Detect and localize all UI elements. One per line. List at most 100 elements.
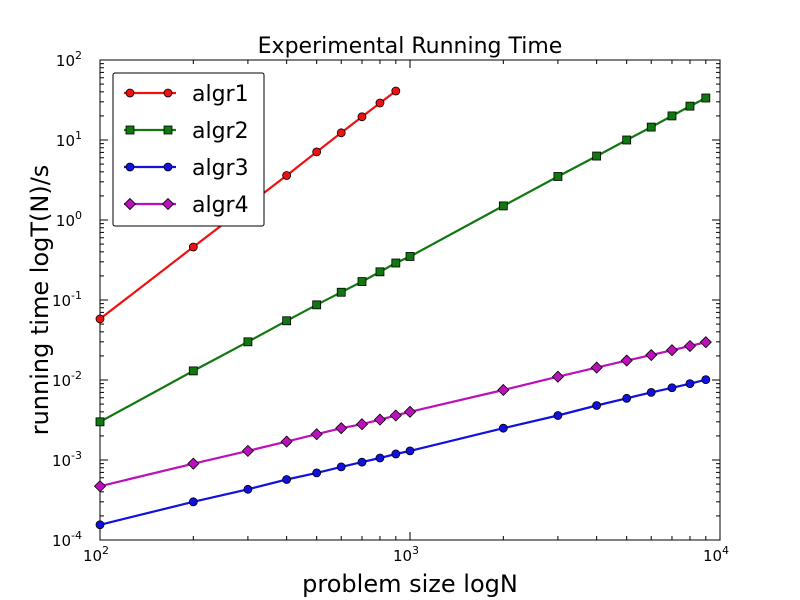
y-tick-label-exponent: 2 (75, 49, 82, 62)
x-axis-label: problem size logN (302, 570, 518, 598)
data-point (667, 383, 677, 393)
data-point (391, 449, 401, 459)
data-point (95, 417, 105, 427)
series-algr1 (95, 86, 401, 324)
data-point (389, 409, 402, 422)
legend-box (112, 72, 265, 227)
data-point (336, 287, 346, 297)
y-tick-label-exponent: -4 (71, 529, 82, 542)
data-point (667, 111, 677, 121)
data-point (553, 172, 563, 181)
series-layer (93, 86, 712, 530)
legend-label: algr3 (192, 156, 249, 181)
y-tick-label-base: 10 (56, 212, 75, 230)
data-point (622, 393, 632, 403)
y-axis-label: running time logT(N)/s (26, 165, 54, 436)
data-point (335, 422, 348, 435)
y-tick-label-base: 10 (52, 452, 71, 470)
x-tick-label-base: 10 (703, 547, 722, 565)
y-tick-label: 100 (56, 209, 82, 230)
data-point (391, 258, 401, 268)
legend-item: algr3 (124, 156, 249, 181)
data-point (665, 344, 679, 357)
legend-label: algr4 (192, 193, 249, 218)
y-tick-label-exponent: -1 (71, 289, 82, 302)
y-tick-label: 10-4 (52, 529, 82, 550)
data-point (375, 267, 385, 277)
data-point (622, 135, 632, 145)
y-tick-label-exponent: 0 (75, 209, 82, 222)
data-point (357, 457, 367, 467)
legend-label: algr2 (192, 119, 249, 144)
x-tick-label: 104 (703, 544, 729, 565)
x-tick-label-exponent: 4 (722, 544, 729, 557)
legend-marker (123, 197, 137, 211)
data-point (188, 242, 198, 252)
data-point (243, 484, 253, 494)
data-point (357, 277, 367, 286)
data-point (497, 383, 510, 397)
legend: algr1 algr2 algr3 algr4 (112, 72, 265, 227)
data-point (405, 446, 415, 456)
data-point (95, 520, 105, 530)
data-point (403, 405, 417, 418)
data-point (282, 171, 292, 180)
legend-marker (125, 125, 135, 135)
data-point (685, 379, 695, 389)
legend-item: algr4 (123, 193, 249, 218)
x-tick-label-base: 10 (393, 547, 412, 565)
y-tick-label-exponent: 1 (75, 129, 82, 142)
data-point (312, 468, 322, 478)
y-tick-label-base: 10 (52, 372, 71, 390)
data-point (375, 98, 385, 108)
x-tick-label: 103 (393, 544, 419, 565)
data-point (498, 201, 508, 211)
x-tick-label-exponent: 2 (102, 544, 109, 557)
y-tick-label: 10-2 (52, 369, 82, 390)
legend-marker (163, 125, 173, 135)
series-algr3 (95, 375, 711, 530)
legend-marker (163, 162, 173, 172)
legend-item: algr1 (124, 82, 249, 107)
data-point (280, 435, 293, 448)
data-point (336, 462, 346, 472)
y-tick-label-exponent: -2 (71, 369, 82, 382)
data-point (699, 336, 712, 349)
y-tick-label: 10-3 (52, 449, 82, 470)
data-point (310, 428, 323, 441)
data-point (187, 457, 200, 470)
data-point (336, 128, 346, 138)
data-point (551, 370, 564, 383)
data-point (243, 337, 253, 347)
data-point (391, 86, 401, 96)
data-point (357, 112, 367, 122)
x-tick-label: 102 (83, 544, 109, 565)
data-point (95, 314, 105, 324)
data-point (312, 147, 322, 157)
series-algr2 (95, 93, 711, 427)
y-tick-label-exponent: -3 (71, 449, 82, 462)
data-point (282, 475, 292, 484)
data-point (375, 453, 385, 463)
data-point (645, 348, 658, 362)
y-tick-label: 102 (56, 49, 82, 70)
legend-marker (163, 88, 173, 98)
data-point (620, 354, 633, 367)
y-tick-label-base: 10 (52, 292, 71, 310)
data-point (188, 366, 198, 376)
legend-item: algr2 (124, 119, 249, 144)
data-point (188, 497, 198, 507)
data-point (590, 361, 603, 374)
legend-marker (125, 88, 135, 98)
x-tick-label-base: 10 (83, 547, 102, 565)
data-point (241, 444, 254, 457)
y-tick-label-base: 10 (52, 532, 71, 550)
data-point (685, 101, 695, 111)
y-tick-label-base: 10 (56, 52, 75, 70)
legend-label: algr1 (192, 82, 249, 107)
data-point (498, 423, 508, 433)
y-tick-label: 10-1 (52, 289, 82, 310)
data-point (701, 375, 711, 385)
